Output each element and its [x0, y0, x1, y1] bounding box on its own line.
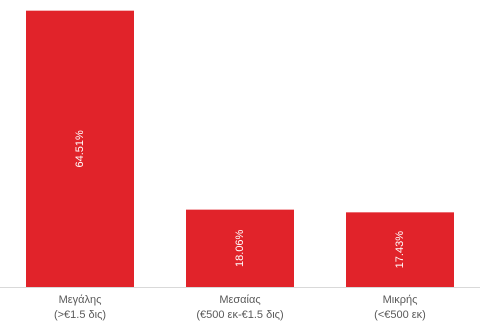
category-label-3-line-2: (<€500 εκ) [374, 309, 426, 321]
category-label-3-line-1: Μικρής [383, 294, 418, 306]
bar-2 [186, 209, 294, 287]
bar-data-label-3: 17.43% [394, 231, 406, 269]
category-label-1-line-2: (>€1.5 δις) [54, 309, 106, 321]
bar-1 [26, 10, 134, 288]
labels-layer: Μεγάλης (>€1.5 δις) Μεσαίας (€500 εκ-€1.5 δ… [54, 294, 426, 321]
bar-3 [346, 212, 454, 287]
bar-data-label-2: 18.06% [234, 229, 246, 267]
category-label-1-line-1: Μεγάλης [59, 294, 102, 306]
bar-data-label-1: 64.51% [74, 130, 86, 168]
category-label-2-line-2: (€500 εκ-€1.5 δις) [196, 309, 283, 321]
category-label-2-line-1: Μεσαίας [219, 294, 260, 306]
bars-layer: 64.51% 18.06% 17.43% [26, 10, 454, 288]
